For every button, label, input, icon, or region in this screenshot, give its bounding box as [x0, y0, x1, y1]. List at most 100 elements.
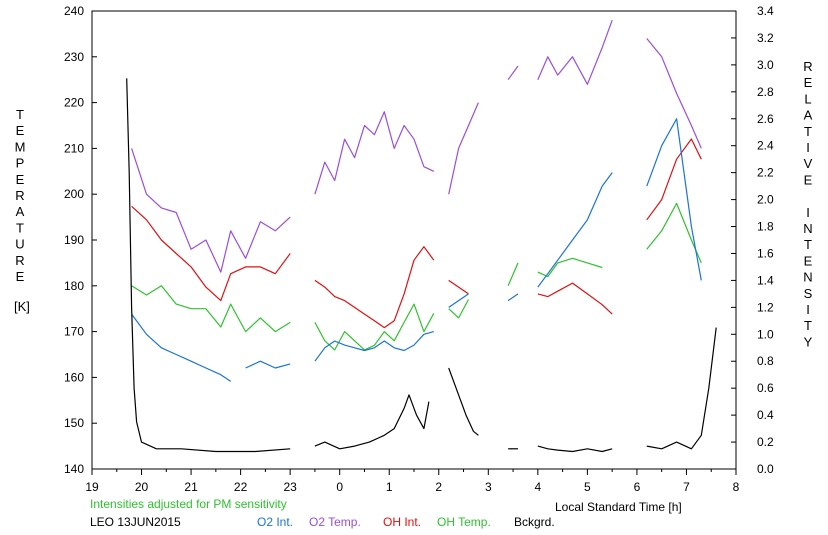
- right-axis-title-letter: T: [804, 237, 812, 252]
- series-line: [314, 246, 435, 329]
- right-axis-tick-label: 3.2: [757, 31, 774, 45]
- right-axis-title-letter: Y: [804, 334, 813, 349]
- x-axis-tick-label: 1: [386, 480, 393, 494]
- left-axis-tick-label: 230: [64, 50, 84, 64]
- right-axis-tick-label: 0.0: [757, 462, 774, 476]
- series-bckgrd: [126, 78, 717, 453]
- x-axis-tick-label: 22: [234, 480, 248, 494]
- right-axis-title-letter: I: [806, 302, 810, 317]
- left-axis-title-letter: R: [15, 253, 24, 268]
- right-axis-title-letter: L: [804, 91, 811, 106]
- x-axis-tick-label: 5: [584, 480, 591, 494]
- right-axis-title-letter: R: [803, 59, 812, 74]
- series-line: [537, 445, 613, 453]
- right-axis-tick-label: 1.4: [757, 273, 774, 287]
- right-axis-tick-label: 2.8: [757, 85, 774, 99]
- right-axis-title-letter: T: [804, 124, 812, 139]
- x-axis-tick-label: 4: [535, 480, 542, 494]
- series-line: [448, 102, 479, 195]
- series-o2-temp: [131, 19, 702, 273]
- series-line: [131, 313, 232, 382]
- series-line: [537, 19, 613, 85]
- left-axis-title-letter: E: [16, 123, 25, 138]
- right-axis-title-letter: I: [806, 140, 810, 155]
- right-axis-tick-labels: 0.0 0.2 0.4 0.6 0.8 1.0 1.2 1.4 1.6 1.8 2.0 2.2 2.4 2…: [757, 4, 774, 476]
- x-axis-tick-label: 23: [283, 480, 297, 494]
- x-axis-title: Local Standard Time [h]: [555, 500, 682, 514]
- right-axis-tick-label: 1.0: [757, 327, 774, 341]
- left-axis-title-letter: A: [16, 204, 25, 219]
- right-axis-tick-label: 0.2: [757, 435, 774, 449]
- station-date-label: LEO 13JUN2015: [90, 515, 181, 529]
- x-axis-tick-label: 19: [85, 480, 99, 494]
- left-axis-tick-label: 140: [64, 462, 84, 476]
- left-axis-title-letter: P: [16, 156, 25, 171]
- pm-sensitivity-note: Intensities adjusted for PM sensitivity: [90, 497, 287, 511]
- legend-item: Bckgrd.: [514, 515, 555, 529]
- right-axis-tick-label: 2.6: [757, 112, 774, 126]
- series-line: [131, 148, 291, 273]
- series-line: [448, 299, 470, 319]
- right-axis-title-letter: E: [804, 253, 813, 268]
- series-line: [131, 285, 291, 333]
- series-line: [507, 293, 519, 302]
- series-line: [131, 205, 291, 302]
- left-axis-tick-label: 190: [64, 233, 84, 247]
- right-axis-tick-label: 1.2: [757, 300, 774, 314]
- left-axis-tick-label: 220: [64, 96, 84, 110]
- series-line: [646, 38, 702, 149]
- left-axis-tick-label: 160: [64, 370, 84, 384]
- right-axis-title-letter: E: [804, 75, 813, 90]
- left-axis-title-letter: T: [16, 220, 24, 235]
- left-axis-title-letter: M: [15, 139, 26, 154]
- series-line: [314, 394, 430, 450]
- left-axis-tick-label: 240: [64, 4, 84, 18]
- right-axis-tick-label: 1.8: [757, 220, 774, 234]
- x-axis-tick-label: 6: [634, 480, 641, 494]
- series-oh-temp: [131, 202, 702, 351]
- legend: O2 Int. O2 Temp. OH Int. OH Temp. Bckgrd.: [257, 515, 555, 529]
- series-line: [314, 111, 435, 195]
- left-axis-unit: [K]: [14, 299, 30, 314]
- x-axis-tick-label: 20: [135, 480, 149, 494]
- series-line: [507, 262, 519, 287]
- series-line: [646, 327, 717, 450]
- x-axis-tick-label: 2: [435, 480, 442, 494]
- right-axis-title-letter: E: [804, 172, 813, 187]
- x-axis-tick-label: 7: [683, 480, 690, 494]
- series-o2-int: [131, 118, 702, 382]
- x-axis-tick-label: 21: [184, 480, 198, 494]
- plot-area: [126, 19, 717, 453]
- series-line: [537, 172, 613, 288]
- series-line: [507, 65, 519, 81]
- right-axis-tick-label: 2.0: [757, 193, 774, 207]
- right-axis-tick-label: 2.2: [757, 166, 774, 180]
- series-line: [448, 279, 469, 295]
- right-axis-title-letter: T: [804, 318, 812, 333]
- x-axis-tick-label: 8: [733, 480, 740, 494]
- series-line: [646, 118, 702, 281]
- series-line: [537, 282, 613, 315]
- left-axis-tick-label: 150: [64, 416, 84, 430]
- right-axis-tick-label: 3.0: [757, 58, 774, 72]
- right-axis-tick-label: 0.4: [757, 408, 774, 422]
- right-axis-tick-label: 0.6: [757, 381, 774, 395]
- legend-item: O2 Temp.: [309, 515, 361, 529]
- series-oh-int: [131, 138, 702, 329]
- right-axis-title-letter: S: [804, 286, 813, 301]
- right-axis-title-letter: N: [803, 221, 812, 236]
- left-axis-tick-label: 180: [64, 279, 84, 293]
- right-axis-title-letter: A: [804, 108, 813, 123]
- left-axis-title-letter: T: [16, 107, 24, 122]
- right-axis-tick-label: 1.6: [757, 246, 774, 260]
- series-line: [314, 303, 435, 351]
- legend-item: O2 Int.: [257, 515, 293, 529]
- left-axis-tick-label: 170: [64, 325, 84, 339]
- series-line: [646, 138, 702, 221]
- left-axis-title-letter: R: [15, 188, 24, 203]
- right-axis-title-letter: V: [804, 156, 813, 171]
- left-axis-title-letter: E: [16, 172, 25, 187]
- right-axis-tick-label: 0.8: [757, 354, 774, 368]
